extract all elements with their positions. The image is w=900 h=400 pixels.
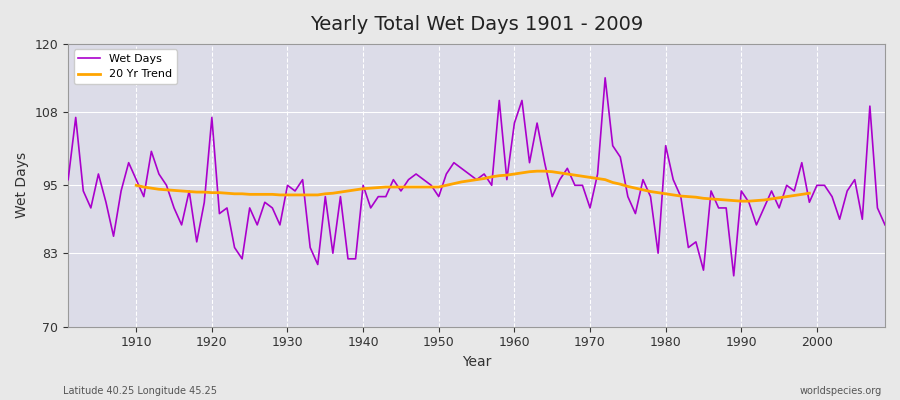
20 Yr Trend xyxy=(221,191,232,196)
Line: Wet Days: Wet Days xyxy=(68,78,885,276)
Wet Days xyxy=(509,121,520,126)
Wet Days xyxy=(501,177,512,182)
Y-axis label: Wet Days: Wet Days xyxy=(15,152,29,218)
20 Yr Trend xyxy=(532,169,543,174)
Wet Days xyxy=(123,160,134,165)
20 Yr Trend xyxy=(130,183,141,188)
Legend: Wet Days, 20 Yr Trend: Wet Days, 20 Yr Trend xyxy=(74,50,176,84)
Line: 20 Yr Trend: 20 Yr Trend xyxy=(136,171,809,201)
Text: Latitude 40.25 Longitude 45.25: Latitude 40.25 Longitude 45.25 xyxy=(63,386,217,396)
Wet Days xyxy=(290,188,301,193)
20 Yr Trend xyxy=(804,191,814,196)
Title: Yearly Total Wet Days 1901 - 2009: Yearly Total Wet Days 1901 - 2009 xyxy=(310,15,644,34)
Text: worldspecies.org: worldspecies.org xyxy=(800,386,882,396)
Wet Days xyxy=(335,194,346,199)
Wet Days xyxy=(63,177,74,182)
Wet Days xyxy=(608,143,618,148)
Wet Days xyxy=(728,274,739,278)
20 Yr Trend xyxy=(713,197,724,202)
20 Yr Trend xyxy=(788,193,799,198)
20 Yr Trend xyxy=(608,180,618,185)
20 Yr Trend xyxy=(736,199,747,204)
20 Yr Trend xyxy=(698,196,709,201)
20 Yr Trend xyxy=(335,190,346,194)
X-axis label: Year: Year xyxy=(462,355,491,369)
Wet Days xyxy=(879,222,890,227)
Wet Days xyxy=(599,76,610,80)
